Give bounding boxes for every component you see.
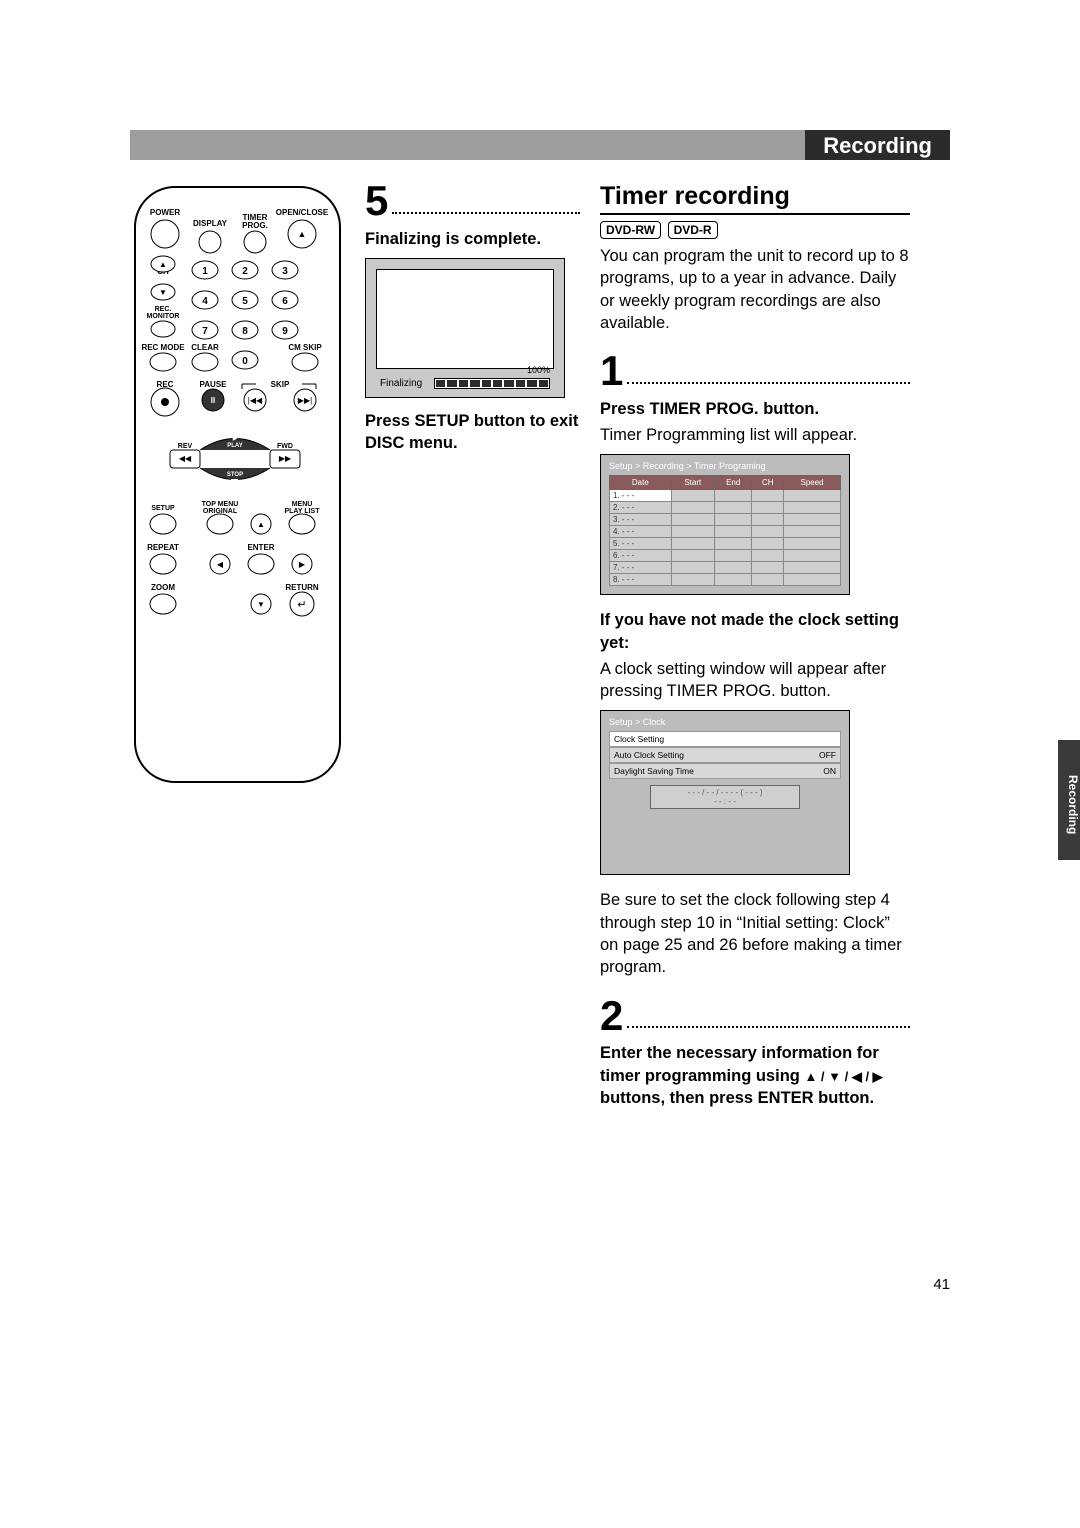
- svg-text:ZOOM: ZOOM: [151, 583, 175, 592]
- header-grey: [130, 130, 805, 160]
- svg-text:▲: ▲: [298, 229, 307, 239]
- svg-text:5: 5: [242, 296, 248, 307]
- svg-text:6: 6: [282, 296, 288, 307]
- svg-text:MENU: MENU: [292, 501, 313, 508]
- svg-text:ENTER: ENTER: [247, 543, 274, 552]
- step-1-number: 1: [600, 352, 623, 390]
- svg-text:CLEAR: CLEAR: [191, 343, 219, 352]
- svg-text:REC.: REC.: [155, 306, 172, 313]
- svg-text:RETURN: RETURN: [285, 583, 319, 592]
- svg-text:OPEN/CLOSE: OPEN/CLOSE: [276, 208, 329, 217]
- svg-text:REC MODE: REC MODE: [141, 343, 185, 352]
- svg-text:8: 8: [242, 326, 248, 337]
- header-bar: Recording: [130, 130, 950, 160]
- disc-badges: DVD-RW DVD-R: [600, 221, 910, 239]
- finalize-percent: 100%: [527, 365, 550, 375]
- svg-text:POWER: POWER: [150, 208, 180, 217]
- svg-text:▲: ▲: [257, 520, 265, 529]
- svg-text:4: 4: [202, 296, 208, 307]
- header-title: Recording: [805, 130, 950, 160]
- svg-text:▶▶: ▶▶: [279, 454, 292, 463]
- clock-heading: If you have not made the clock setting y…: [600, 609, 910, 654]
- clock-follow: Be sure to set the clock following step …: [600, 889, 910, 978]
- svg-text:II: II: [211, 396, 215, 405]
- section-intro: You can program the unit to record up to…: [600, 245, 910, 334]
- svg-text:REV: REV: [178, 443, 193, 450]
- svg-text:7: 7: [202, 326, 208, 337]
- timer-programming-box: Setup > Recording > Timer Programing Dat…: [600, 454, 850, 595]
- finalize-label: Finalizing: [380, 378, 422, 389]
- badge-dvdr: DVD-R: [668, 221, 718, 239]
- svg-text:▼: ▼: [257, 600, 265, 609]
- svg-text:2: 2: [242, 266, 248, 277]
- svg-text:FWD: FWD: [277, 443, 293, 450]
- svg-text:▶: ▶: [233, 436, 238, 442]
- clock-datebox: - - - / - - / - - - - ( - - - ) - - : - …: [650, 785, 800, 809]
- finalize-progress: [434, 378, 550, 389]
- svg-text:DISPLAY: DISPLAY: [193, 219, 228, 228]
- step-5-number: 5: [365, 182, 388, 220]
- clock-setting-box: Setup > Clock Clock Setting Auto Clock S…: [600, 710, 850, 875]
- page-number: 41: [933, 1276, 950, 1293]
- svg-text:SKIP: SKIP: [271, 380, 290, 389]
- timer-breadcrumb: Setup > Recording > Timer Programing: [609, 461, 841, 471]
- step1-line1: Press TIMER PROG. button.: [600, 398, 910, 420]
- svg-text:▲: ▲: [159, 260, 167, 269]
- arrow-glyphs: ▲ / ▼ / ◀ / ▶: [804, 1069, 882, 1084]
- svg-text:PAUSE: PAUSE: [200, 380, 228, 389]
- side-tab-recording: Recording: [1058, 740, 1080, 860]
- svg-text:|◀◀: |◀◀: [248, 396, 263, 405]
- badge-dvdrw: DVD-RW: [600, 221, 661, 239]
- svg-text:STOP: STOP: [227, 472, 243, 478]
- svg-text:▼: ▼: [159, 288, 167, 297]
- timer-table: Date Start End CH Speed 1. - - - 2. - - …: [609, 475, 841, 586]
- section-title: Timer recording: [600, 182, 910, 215]
- svg-text:CM SKIP: CM SKIP: [288, 343, 322, 352]
- svg-text:◀◀: ◀◀: [179, 454, 192, 463]
- svg-text:▶▶|: ▶▶|: [298, 396, 312, 405]
- step-2-number: 2: [600, 997, 623, 1035]
- step1-line2: Timer Programming list will appear.: [600, 424, 910, 446]
- step-5-header: 5: [365, 182, 580, 220]
- svg-text:PROG.: PROG.: [242, 221, 268, 230]
- svg-text:PLAY: PLAY: [227, 443, 242, 449]
- svg-text:1: 1: [202, 266, 208, 277]
- svg-text:SETUP: SETUP: [151, 505, 175, 512]
- remote-illustration: POWER DISPLAY TIMER PROG. OPEN/CLOSE ▲ C…: [130, 182, 345, 1113]
- svg-text:◀: ◀: [217, 560, 224, 569]
- svg-text:TOP MENU: TOP MENU: [202, 501, 239, 508]
- svg-text:▶: ▶: [299, 560, 306, 569]
- svg-text:3: 3: [282, 266, 288, 277]
- svg-text:9: 9: [282, 326, 288, 337]
- step-2-header: 2: [600, 997, 910, 1035]
- svg-text:0: 0: [242, 356, 248, 367]
- clock-text: A clock setting window will appear after…: [600, 658, 910, 703]
- step2-text: Enter the necessary information for time…: [600, 1042, 910, 1109]
- step5-line1: Finalizing is complete.: [365, 228, 580, 250]
- step-1-header: 1: [600, 352, 910, 390]
- svg-text:↵: ↵: [297, 599, 306, 611]
- svg-text:MONITOR: MONITOR: [147, 313, 180, 320]
- svg-text:REPEAT: REPEAT: [147, 543, 179, 552]
- finalizing-box: 100% Finalizing: [365, 258, 565, 398]
- step5-line2: Press SETUP button to exit DISC menu.: [365, 410, 580, 455]
